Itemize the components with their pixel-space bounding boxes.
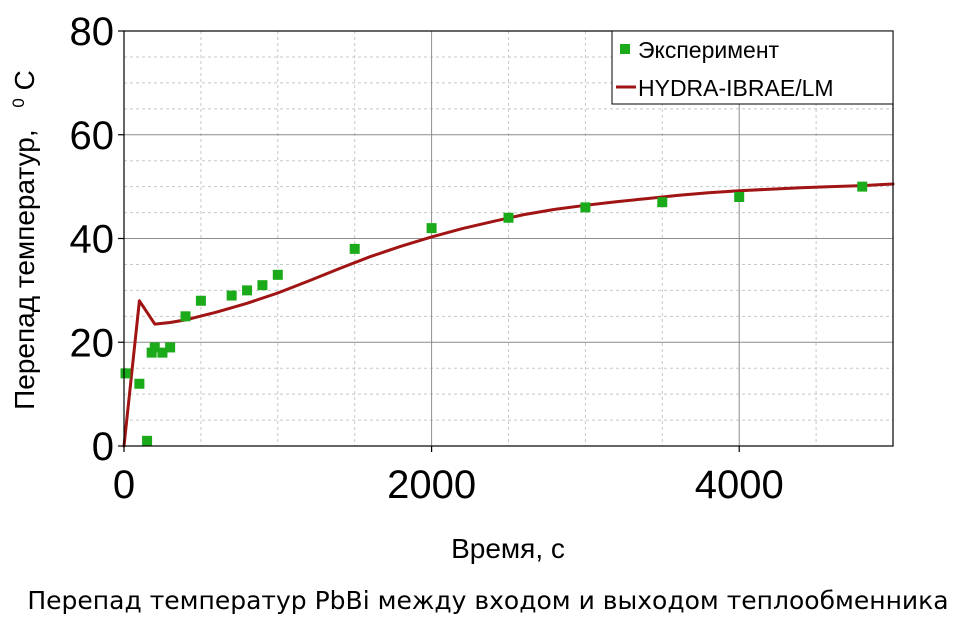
experiment-point	[134, 378, 145, 389]
experiment-series	[120, 181, 868, 446]
experiment-point	[503, 212, 514, 223]
experiment-point	[580, 202, 591, 213]
legend-marker-experiment	[620, 44, 630, 54]
experiment-point	[857, 181, 868, 192]
experiment-point	[272, 269, 283, 280]
x-tick-label: 2000	[387, 463, 476, 507]
experiment-point	[349, 243, 360, 254]
x-tick-label: 0	[113, 463, 135, 507]
experiment-point	[146, 347, 157, 358]
svg-text:Перепад температур, 0: Перепад температур, 0 C	[0, 70, 40, 410]
y-tick-label: 20	[70, 321, 115, 365]
legend-box	[611, 30, 894, 105]
experiment-point	[226, 290, 237, 301]
legend-label-model: HYDRA-IBRAE/LM	[638, 75, 834, 101]
y-tick-label: 60	[70, 114, 115, 158]
y-axis-label-text: Перепад температур,	[9, 129, 40, 409]
y-tick-label: 80	[70, 10, 115, 54]
experiment-point	[149, 342, 160, 353]
y-tick-label: 40	[70, 218, 115, 262]
legend: Эксперимент HYDRA-IBRAE/LM	[611, 30, 894, 105]
y-axis-label: Перепад температур, 0 C	[0, 70, 40, 410]
experiment-point	[180, 311, 191, 322]
experiment-point	[120, 368, 131, 379]
experiment-point	[165, 342, 176, 353]
y-axis-unit: C	[9, 70, 40, 90]
chart-caption: Перепад температур PbBi между входом и в…	[27, 586, 948, 615]
experiment-point	[142, 435, 153, 446]
experiment-point	[426, 223, 437, 234]
legend-label-experiment: Эксперимент	[638, 37, 780, 63]
experiment-point	[242, 285, 253, 296]
minor-grid	[124, 31, 893, 446]
axis-ticks: 0 2000 4000 0 20 40 60 80	[70, 10, 784, 507]
experiment-point	[157, 347, 168, 358]
y-tick-label: 0	[92, 425, 114, 469]
y-axis-unit-superscript: 0	[9, 98, 28, 107]
major-grid	[124, 31, 893, 446]
experiment-point	[257, 280, 268, 291]
experiment-point	[734, 192, 745, 202]
x-tick-label: 4000	[695, 463, 784, 507]
model-series	[122, 182, 895, 448]
x-axis-label: Время, с	[451, 533, 565, 564]
experiment-point	[657, 197, 668, 208]
model-line	[122, 182, 895, 448]
experiment-point	[195, 295, 206, 306]
